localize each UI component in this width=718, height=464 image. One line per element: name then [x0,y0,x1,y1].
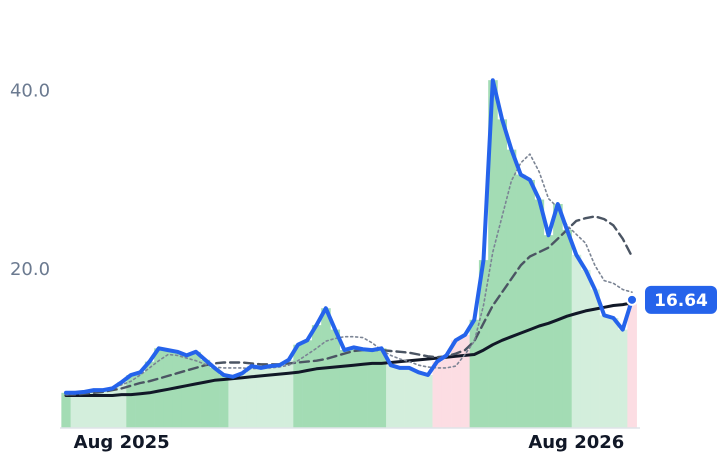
region-bar [506,149,517,429]
region-bar [488,80,498,428]
region-bar [70,392,81,428]
region-bar [330,329,341,428]
region-bar [172,351,183,428]
series-line [64,78,634,395]
region-bar [460,334,470,428]
region-bar [302,340,313,428]
region-bar [154,348,164,428]
region-bar [181,355,192,428]
region-bar [525,179,535,428]
series-line [64,301,634,397]
region-bar [228,376,238,428]
last-point [626,293,638,306]
region-bar [469,319,480,428]
region-bar [478,260,489,428]
region-bar [423,375,433,428]
region-bar [339,350,350,428]
region-bar [580,269,591,428]
region-bar [413,372,424,428]
region-bar [451,340,461,428]
region-bar [553,203,563,428]
region-bar [237,373,248,428]
region-bar [311,325,322,428]
y-tick-label: 40.0 [10,81,50,102]
region-bar [376,348,387,428]
value-label: 16.64 [654,291,708,311]
region-bar [274,365,285,428]
region-bar [404,367,415,428]
region-bar [293,344,303,428]
region-bar [608,317,619,428]
region-bar [432,361,443,428]
region-bar [61,392,71,428]
region-bar [590,289,600,428]
region-bar [126,375,136,428]
region-bar [441,355,452,428]
region-bar [256,367,266,428]
region-bar [265,366,276,428]
region-bar [200,359,211,428]
region-bar [117,382,127,428]
region-bar [395,367,405,428]
region-bar [135,372,146,428]
region-bar [79,391,90,428]
region-bar [367,350,378,428]
region-bar [98,390,109,428]
region-bar [618,329,628,428]
series-line [64,215,634,396]
region-bar [219,375,229,428]
region-bar [571,254,582,428]
region-bar [284,359,294,428]
region-bar [209,367,220,428]
region-bar [107,388,118,428]
region-bar [543,235,554,428]
region-bar [349,347,359,428]
region-bar [358,349,368,428]
region-bar [386,365,396,428]
y-tick-label: 20.0 [10,259,50,280]
region-bar [89,390,99,428]
region-bar [246,366,257,428]
x-tick-label: Aug 2026 [528,432,624,453]
region-bar [516,174,526,428]
region-bar [191,351,201,428]
region-bar [534,199,545,428]
region-bar [497,119,508,428]
value-badge [645,285,717,314]
region-bar [599,315,610,428]
region-bar [627,299,637,428]
x-tick-label: Aug 2025 [74,432,170,453]
region-bar [144,361,155,428]
region-bar [562,229,572,428]
